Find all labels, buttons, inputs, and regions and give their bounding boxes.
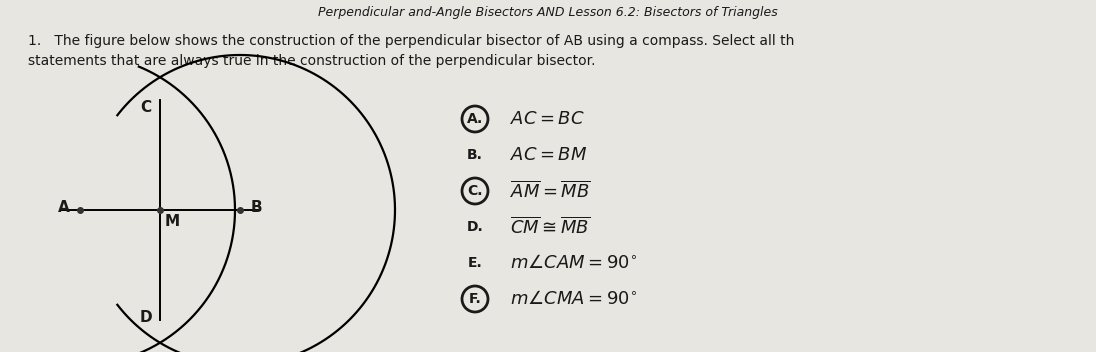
Text: Perpendicular and-Angle Bisectors AND Lesson 6.2: Bisectors of Triangles: Perpendicular and-Angle Bisectors AND Le… [318,6,778,19]
Text: B.: B. [467,148,483,162]
Text: 1.   The figure below shows the construction of the perpendicular bisector of AB: 1. The figure below shows the constructi… [28,34,795,48]
Text: E.: E. [468,256,482,270]
Text: C: C [140,100,151,114]
Text: $m\angle CAM = 90^{\circ}$: $m\angle CAM = 90^{\circ}$ [510,254,637,272]
Text: $AC = BC$: $AC = BC$ [510,110,585,128]
Text: $m\angle CMA = 90^{\circ}$: $m\angle CMA = 90^{\circ}$ [510,290,637,308]
Text: B: B [250,201,262,215]
Text: D.: D. [467,220,483,234]
Text: $\overline{AM} = \overline{MB}$: $\overline{AM} = \overline{MB}$ [510,181,591,201]
Text: $AC = BM$: $AC = BM$ [510,146,587,164]
Text: C.: C. [467,184,482,198]
Text: A: A [58,201,70,215]
Text: A.: A. [467,112,483,126]
Text: M: M [164,214,180,230]
Text: F.: F. [469,292,481,306]
Text: statements that are always true in the construction of the perpendicular bisecto: statements that are always true in the c… [28,54,595,68]
Text: D: D [139,309,152,325]
Text: $\overline{CM} \cong \overline{MB}$: $\overline{CM} \cong \overline{MB}$ [510,216,590,237]
